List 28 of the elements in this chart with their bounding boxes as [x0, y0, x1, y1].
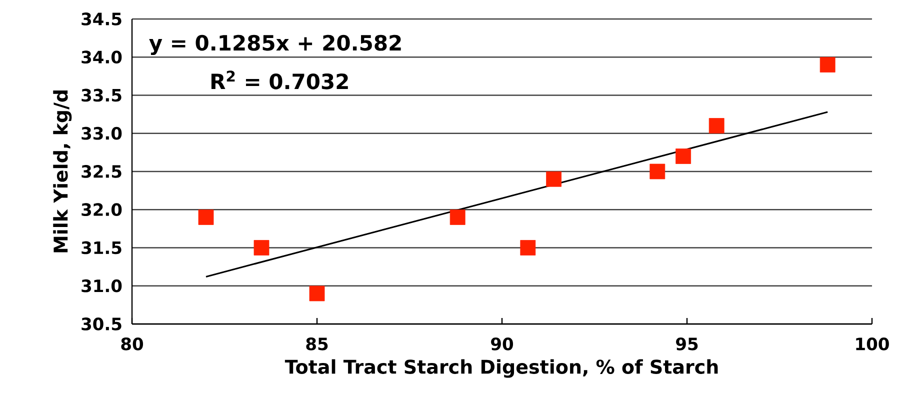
- x-axis-title: Total Tract Starch Digestion, % of Starch: [284, 359, 718, 378]
- y-tick-label: 32.0: [82, 203, 122, 216]
- point: [708, 118, 724, 134]
- point: [309, 286, 325, 302]
- y-axis-title: Milk Yield, kg/d: [53, 90, 72, 252]
- annotation: R$^{2}$ = 0.7032: [211, 70, 348, 90]
- y-tick-label: 32.5: [82, 165, 122, 178]
- point: [820, 57, 836, 72]
- y-tick-label: 31.0: [82, 279, 122, 292]
- x-tick-label: 85: [306, 338, 328, 350]
- point: [650, 164, 666, 180]
- y-tick-label: 30.5: [82, 318, 122, 330]
- x-tick-label: 80: [121, 338, 144, 350]
- point: [450, 210, 466, 225]
- point: [520, 240, 536, 256]
- x-tick-label: 100: [856, 338, 889, 350]
- y-tick-label: 34.5: [82, 12, 122, 26]
- y-tick-label: 31.5: [82, 241, 122, 254]
- point: [546, 171, 562, 187]
- y-tick-label: 33.0: [82, 126, 122, 140]
- x-tick-label: 95: [676, 338, 698, 350]
- annotation: y = 0.1285x + 20.582: [149, 34, 401, 55]
- point: [198, 210, 214, 225]
- y-tick-label: 33.5: [82, 88, 122, 102]
- y-tick-label: 34.0: [82, 50, 122, 64]
- point: [676, 148, 691, 164]
- point: [254, 240, 270, 256]
- x-tick-label: 90: [491, 338, 514, 350]
